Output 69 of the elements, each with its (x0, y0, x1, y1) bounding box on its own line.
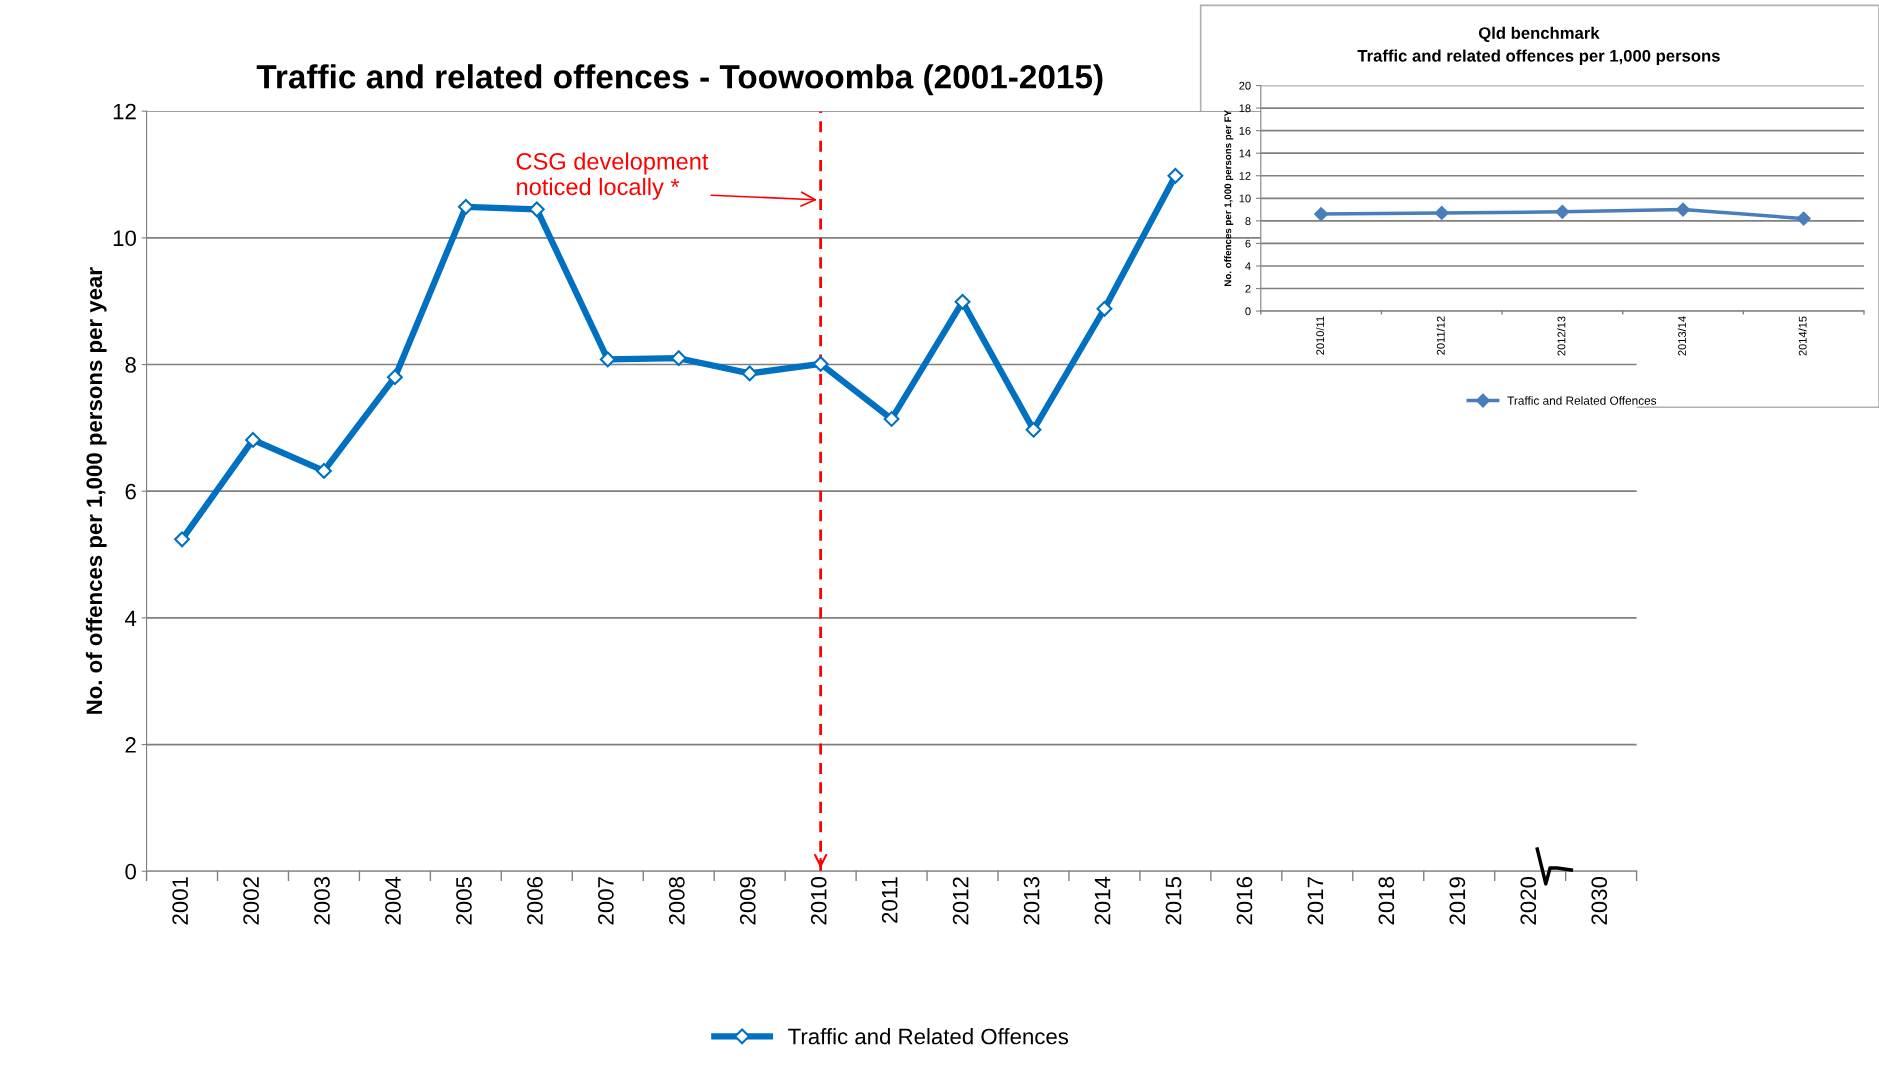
point (599, 351, 616, 368)
x-tick-label: 2008 (668, 877, 685, 925)
x-tick-label: 2010 (810, 876, 827, 925)
y-tick-label: 10 (1239, 194, 1251, 203)
y-axis-title: No. of offences per 1,000 persons per year (85, 267, 107, 714)
x-tick-label: 2017 (1307, 877, 1324, 925)
x-tick-label: 2012/13 (1557, 316, 1566, 356)
chart-title: Qld benchmark Traffic and related offences per 1,000 persons (1357, 26, 1720, 66)
y-tick-label: 18 (1239, 104, 1251, 113)
y-tick-label: 20 (1239, 81, 1251, 90)
point (1167, 167, 1184, 184)
y-axis-title: No. offences per 1,000 persons per FY (1224, 110, 1234, 286)
x-tick-label: 2018 (1378, 877, 1395, 925)
point (741, 365, 758, 382)
point (245, 431, 261, 448)
point (316, 463, 332, 479)
y-tick-label: 16 (1239, 126, 1251, 135)
y-tick-label: 8 (1245, 217, 1251, 225)
x-tick-label: 2013 (1023, 877, 1040, 925)
x-tick-label: 2006 (527, 877, 543, 925)
x-tick-label: 2013/14 (1677, 316, 1686, 356)
y-tick-label: 0 (1245, 307, 1251, 316)
y-tick-label: 2 (1245, 284, 1251, 293)
point (883, 411, 900, 427)
y-tick-label: 6 (1245, 239, 1251, 248)
y-tick-label: 4 (124, 610, 137, 626)
point (954, 293, 971, 310)
point (174, 531, 190, 548)
x-tick-label: 2011/12 (1436, 316, 1445, 355)
x-tick-label: 2020 (1520, 876, 1537, 925)
legend-label: Traffic and Related Offences (1507, 396, 1657, 405)
point (1025, 421, 1042, 438)
point (1314, 207, 1329, 222)
point (386, 369, 403, 386)
point (1434, 206, 1449, 220)
x-tick-label: 2019 (1449, 877, 1466, 925)
x-tick-label: 2001 (172, 877, 188, 925)
annotation: CSG development noticed locally * (516, 152, 709, 200)
x-tick-label: 2004 (385, 876, 401, 925)
chart-title: Traffic and related offences - Toowoomba (2001-2015) (256, 64, 1103, 96)
y-tick-label: 14 (1239, 149, 1251, 158)
x-tick-label: 2009 (739, 877, 756, 925)
point (812, 355, 829, 372)
x-tick-label: 2011 (881, 877, 898, 923)
x-tick-label: 2007 (598, 877, 614, 925)
x-tick-label: 2030 (1591, 876, 1608, 925)
y-tick-label: 8 (125, 357, 136, 373)
legend-label: Traffic and Related Offences (788, 1028, 1069, 1045)
y-tick-label: 12 (1239, 172, 1251, 180)
point (457, 198, 474, 215)
y-tick-label: 12 (113, 103, 136, 120)
y-tick-label: 6 (125, 483, 136, 500)
x-tick-label: 2012 (952, 877, 969, 925)
x-tick-label: 2002 (243, 877, 259, 925)
y-tick-label: 0 (125, 863, 136, 880)
x-tick-label: 2015 (1165, 877, 1182, 925)
point (1555, 204, 1570, 219)
x-tick-label: 2014 (1094, 876, 1111, 925)
x-tick-label: 2014/15 (1798, 316, 1807, 356)
y-tick-label: 2 (125, 737, 136, 753)
point (1676, 202, 1690, 217)
point (1796, 211, 1811, 226)
x-tick-label: 2005 (456, 877, 472, 925)
x-tick-label: 2016 (1236, 877, 1253, 925)
x-tick-label: 2010/11 (1315, 316, 1325, 355)
y-tick-label: 10 (113, 230, 136, 247)
y-tick-label: 4 (1245, 262, 1251, 270)
x-tick-label: 2003 (314, 877, 330, 925)
point (1096, 300, 1113, 317)
